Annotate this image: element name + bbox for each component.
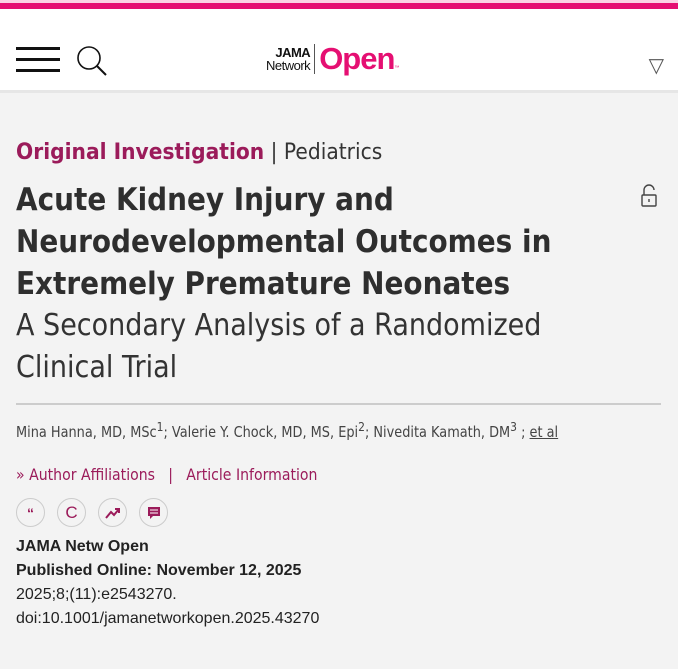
doi: doi:10.1001/jamanetworkopen.2025.43270 [16,610,320,627]
chevron-icon: » [16,465,25,484]
site-header: JAMA Network Open ™ ▽ [0,9,678,93]
trending-icon[interactable] [98,498,127,527]
copyright-icon[interactable]: C [57,498,86,527]
citation: 2025;8;(11):e2543270. [16,586,177,603]
unlock-icon [641,184,657,207]
jama-network-open-logo[interactable]: JAMA Network Open ™ [266,41,400,76]
article-title: Acute Kidney Injury and Neurodevelopment… [16,182,552,302]
article-information-link[interactable]: Article Information [186,465,318,484]
divider [16,403,661,405]
comment-icon[interactable] [139,498,168,527]
et-al-link[interactable]: et al [529,423,559,441]
citation-info: JAMA Netw Open Published Online: Novembe… [16,535,662,631]
dropdown-triangle-icon[interactable]: ▽ [648,55,664,77]
search-icon[interactable] [76,45,108,77]
article-tools: “ C [16,498,662,527]
author-link[interactable]: Mina Hanna, MD, MSc1 [16,419,164,441]
article-header: Original Investigation | Pediatrics Acut… [0,140,678,631]
author-list: Mina Hanna, MD, MSc1; Valerie Y. Chock, … [16,419,559,441]
quote-icon[interactable]: “ [16,498,45,527]
published-date: Published Online: November 12, 2025 [16,562,302,579]
article-links: » Author Affiliations | Article Informat… [16,465,318,484]
menu-button[interactable] [16,47,60,73]
author-link[interactable]: Valerie Y. Chock, MD, MS, Epi2 [171,419,365,441]
article-category: Original Investigation | Pediatrics [16,140,383,165]
author-affiliations-link[interactable]: Author Affiliations [29,465,155,484]
brand-stripe [0,0,678,9]
author-link[interactable]: Nivedita Kamath, DM3 [373,419,518,441]
journal-name: JAMA Netw Open [16,538,149,555]
article-subtitle: A Secondary Analysis of a Randomized Cli… [16,308,542,385]
